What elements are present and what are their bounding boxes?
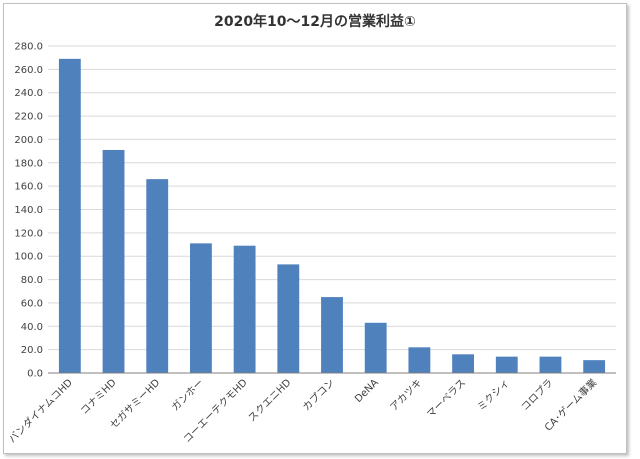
y-tick-label: 40.0 — [21, 322, 43, 333]
x-tick-label: ガンホー — [169, 377, 206, 414]
y-tick-label: 100.0 — [14, 252, 43, 263]
bar-chart: 2020年10～12月の営業利益① 0.0 20.0 40.0 60.0 80.0 100… — [6, 13, 616, 446]
bar — [146, 179, 169, 373]
bar — [495, 356, 518, 373]
bar — [364, 322, 387, 373]
bar — [233, 245, 256, 373]
x-tick-label: コロプラ — [519, 377, 556, 414]
y-tick-label: 180.0 — [14, 158, 43, 169]
bar — [452, 354, 474, 373]
bars — [58, 58, 606, 373]
y-tick-label: 20.0 — [21, 345, 43, 356]
gridlines — [48, 45, 616, 351]
x-tick-label: バンダイナムコHD — [6, 376, 76, 446]
y-tick-label: 0.0 — [27, 369, 43, 380]
bar — [321, 297, 343, 373]
x-tick-label: DeNA — [353, 377, 381, 405]
y-tick-label: 60.0 — [21, 298, 43, 309]
y-tick-label: 80.0 — [21, 275, 43, 286]
x-tick-label: コナミHD — [78, 376, 119, 417]
y-tick-label: 220.0 — [14, 112, 43, 123]
y-tick-label: 200.0 — [14, 135, 43, 146]
y-tick-label: 120.0 — [14, 228, 43, 239]
bar — [583, 360, 606, 373]
bar — [277, 264, 300, 373]
y-tick-label: 240.0 — [14, 88, 43, 99]
x-tick-label: アカツキ — [388, 377, 425, 414]
bar — [408, 347, 431, 373]
chart-title: 2020年10～12月の営業利益① — [214, 13, 416, 30]
y-tick-label: 140.0 — [14, 205, 43, 216]
bar — [58, 58, 81, 373]
y-axis-ticks: 0.0 20.0 40.0 60.0 80.0 100.0 120.0 140.0 160.0 1… — [14, 42, 43, 380]
x-tick-label: マーベラス — [424, 377, 468, 421]
y-tick-label: 280.0 — [14, 42, 43, 53]
bar — [102, 149, 125, 373]
y-tick-label: 160.0 — [14, 182, 43, 193]
y-tick-label: 260.0 — [14, 65, 43, 76]
x-tick-label: スクエニHD — [246, 376, 294, 424]
bar — [190, 243, 212, 373]
chart-frame: 2020年10～12月の営業利益① 0.0 20.0 40.0 60.0 80.0 100… — [3, 3, 627, 454]
bar — [539, 356, 562, 373]
x-tick-label: ミクシィ — [475, 377, 512, 414]
x-tick-label: カプコン — [300, 377, 337, 414]
